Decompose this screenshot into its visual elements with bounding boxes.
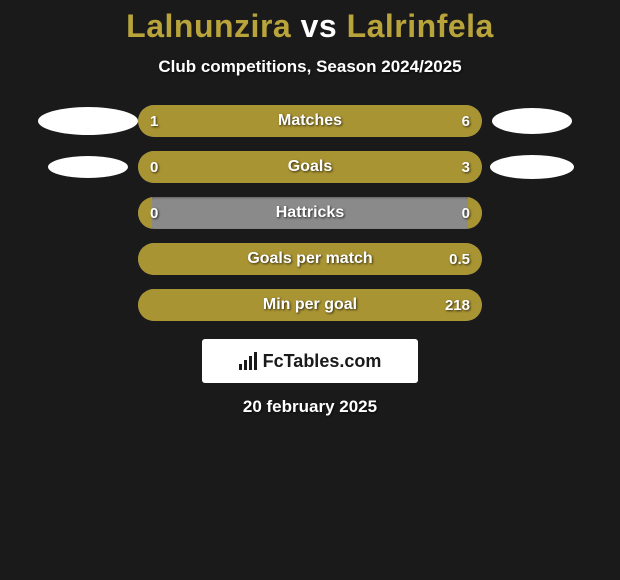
bar-right-fill [468,197,482,229]
bar-left-fill [138,105,200,137]
stat-right-value: 218 [445,289,470,321]
ellipse-icon [490,155,574,179]
page-title: Lalnunzira vs Lalrinfela [0,8,620,45]
shape-left-slot [38,107,138,135]
player1-name: Lalnunzira [126,8,291,44]
bar-right-fill [152,151,482,183]
ellipse-icon [48,156,128,178]
player2-name: Lalrinfela [347,8,494,44]
stat-row: 0 0Hattricks [0,197,620,229]
stat-bar: 0.5Goals per match [138,243,482,275]
ellipse-icon [38,107,138,135]
vs-label: vs [301,8,338,44]
stat-row: 16Matches [0,105,620,137]
stat-row: 0.5Goals per match [0,243,620,275]
branding-text: FcTables.com [263,351,382,372]
bar-right-fill [200,105,482,137]
shape-right-slot [482,155,582,179]
stats-region: 16Matches03Goals00Hattricks0.5Goals per … [0,105,620,321]
stat-right-value: 0.5 [449,243,470,275]
shape-left-slot [38,156,138,178]
stat-bar: 218Min per goal [138,289,482,321]
stat-left-value: 1 [150,105,158,137]
bar-left-fill [138,289,152,321]
stat-bar: 16Matches [138,105,482,137]
stat-right-value: 6 [462,105,470,137]
bar-left-fill [138,243,152,275]
branding-badge: FcTables.com [202,339,418,383]
stat-bar: 0 0Hattricks [138,197,482,229]
stat-right-value: 3 [462,151,470,183]
ellipse-icon [492,108,572,134]
subtitle: Club competitions, Season 2024/2025 [0,57,620,77]
stat-right-value: 0 [462,197,470,229]
infographic-container: Lalnunzira vs Lalrinfela Club competitio… [0,0,620,417]
date-label: 20 february 2025 [0,397,620,417]
stat-row: 03Goals [0,151,620,183]
stat-row: 218Min per goal [0,289,620,321]
stat-left-value: 0 [150,197,158,229]
shape-right-slot [482,108,582,134]
bar-chart-icon [239,352,257,370]
stat-label: Hattricks [138,197,482,229]
stat-left-value: 0 [150,151,158,183]
bar-right-fill [152,243,482,275]
bar-right-fill [152,289,482,321]
stat-bar: 03Goals [138,151,482,183]
